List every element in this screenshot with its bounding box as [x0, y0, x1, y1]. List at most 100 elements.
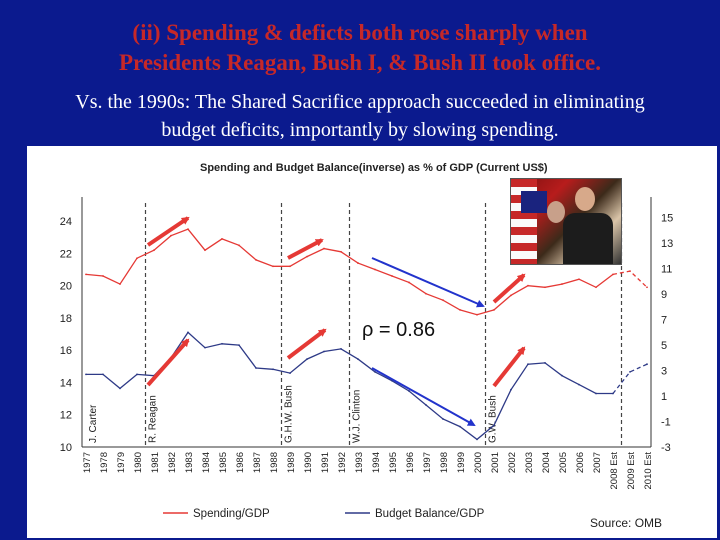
data-point: [204, 346, 206, 349]
president-label: J. Carter: [88, 404, 99, 443]
data-point: [629, 370, 631, 373]
data-point: [357, 358, 359, 361]
x-tick-label: 1986: [235, 452, 246, 473]
data-point: [221, 342, 223, 345]
data-point: [544, 286, 546, 289]
president-label: W.J. Clinton: [352, 390, 363, 443]
president-label: R. Reagan: [148, 395, 159, 443]
data-point: [289, 265, 291, 268]
left-tick-label: 14: [60, 377, 72, 389]
arrow-down-icon: [371, 367, 476, 426]
series-projection-spending: [612, 270, 648, 288]
slide-subtitle-line-1: Vs. the 1990s: The Shared Sacrifice appr…: [75, 91, 645, 113]
x-tick-label: 2007: [592, 452, 603, 473]
x-tick-label: 1993: [354, 452, 365, 473]
x-tick-label: 1980: [133, 452, 144, 473]
x-tick-label: 1995: [388, 452, 399, 473]
slide-title: (ii) Spending & deficts both rose sharpl…: [0, 18, 720, 78]
x-tick-label: 2002: [507, 452, 518, 473]
data-point: [136, 373, 138, 376]
data-point: [646, 286, 648, 289]
left-tick-label: 24: [60, 216, 72, 228]
data-point: [136, 257, 138, 260]
arrow-up-icon: [287, 238, 324, 260]
data-point: [510, 294, 512, 297]
right-tick-label: 9: [661, 289, 667, 301]
series-line-spending: [85, 228, 614, 316]
slide-title-line-1: (ii) Spending & deficts both rose sharpl…: [132, 20, 588, 45]
data-point: [442, 418, 444, 420]
data-point: [459, 308, 461, 311]
data-point: [527, 284, 529, 287]
x-tick-label: 1984: [201, 452, 212, 473]
data-point: [595, 286, 597, 289]
data-point: [578, 383, 580, 386]
arrow-down-icon: [371, 257, 485, 308]
data-point: [374, 268, 376, 271]
x-tick-label: 2005: [558, 452, 569, 473]
x-tick-label: 1979: [116, 452, 127, 473]
slide-subtitle-line-2: budget deficits, importantly by slowing …: [161, 119, 559, 141]
data-point: [340, 348, 342, 350]
data-point: [612, 273, 614, 276]
left-tick-label: 10: [60, 442, 72, 454]
left-tick-label: 16: [60, 345, 72, 357]
x-tick-label: 1991: [320, 452, 331, 473]
data-point: [306, 255, 308, 258]
x-tick-label: 1978: [99, 452, 110, 473]
legend-balance-label: Budget Balance/GDP: [375, 508, 485, 520]
data-point: [272, 265, 274, 268]
x-tick-label: 1985: [218, 452, 229, 473]
data-point: [493, 308, 495, 311]
data-point: [408, 281, 410, 284]
data-point: [289, 372, 291, 375]
slide-subtitle: Vs. the 1990s: The Shared Sacrifice appr…: [0, 88, 720, 144]
president-label: G.H.W. Bush: [284, 385, 295, 443]
president-label: G.W. Bush: [488, 395, 499, 443]
right-tick-label: 15: [661, 213, 673, 225]
x-tick-label: 2006: [575, 452, 586, 473]
x-tick-label: 2003: [524, 452, 535, 473]
person-face-front: [575, 187, 595, 211]
data-point: [374, 370, 376, 373]
data-point: [119, 283, 121, 285]
x-tick-label: 2001: [490, 452, 501, 473]
data-point: [527, 363, 529, 366]
x-tick-label: 2000: [473, 452, 484, 473]
data-point: [187, 331, 189, 334]
data-point: [306, 358, 308, 361]
data-point: [340, 250, 342, 253]
source-label: Source: OMB: [590, 516, 662, 530]
data-point: [85, 373, 87, 376]
correlation-annotation: ρ = 0.86: [362, 319, 435, 341]
series-projection-balance: [612, 363, 648, 394]
x-tick-label: 2004: [541, 452, 552, 473]
legend: Spending/GDP Budget Balance/GDP: [163, 508, 485, 520]
data-point: [629, 270, 631, 273]
arrow-up-icon: [286, 328, 327, 360]
data-point: [323, 350, 325, 353]
data-point: [595, 392, 597, 395]
arrow-up-icon: [146, 216, 190, 247]
data-point: [578, 278, 580, 281]
x-tick-label: 1988: [269, 452, 280, 473]
arrow-up-icon: [492, 346, 526, 388]
slide-title-line-2: Presidents Reagan, Bush I, & Bush II too…: [119, 50, 601, 75]
data-point: [221, 237, 223, 240]
data-point: [459, 425, 461, 428]
x-tick-label: 1981: [150, 452, 161, 473]
x-tick-label: 1992: [337, 452, 348, 473]
x-tick-label: 1987: [252, 452, 263, 473]
right-tick-label: 3: [661, 366, 667, 378]
data-point: [102, 275, 104, 277]
right-tick-label: 11: [661, 264, 672, 276]
data-point: [85, 273, 87, 276]
chart-title: Spending and Budget Balance(inverse) as …: [200, 162, 548, 174]
arrow-up-icon: [146, 338, 190, 387]
data-point: [612, 392, 614, 395]
data-point: [102, 373, 104, 376]
right-tick-label: 5: [661, 340, 667, 352]
data-point: [153, 249, 155, 252]
x-tick-label: 1983: [184, 452, 195, 473]
